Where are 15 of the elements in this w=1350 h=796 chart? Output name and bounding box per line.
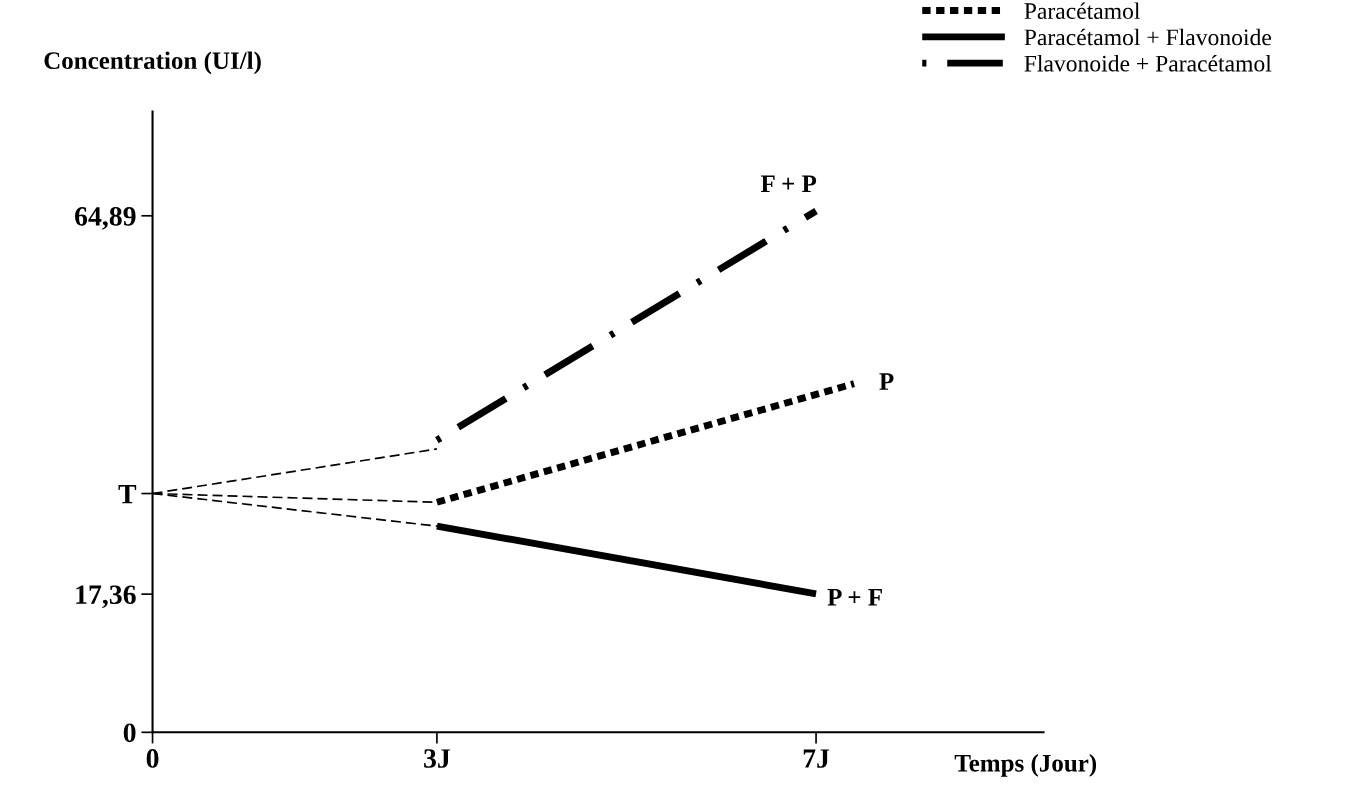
y-axis-title: Concentration (UI/l) [44,51,261,75]
legend-label: Flavonoide + Paracétamol [1024,54,1272,72]
x-tick-label: 7J [803,749,830,768]
annotation: P + F [827,589,882,606]
annotation: F + P [760,175,817,192]
y-tick-label: 64,89 [75,206,136,230]
annotation: P [879,373,894,390]
x-tick-label: 0 [146,749,159,768]
x-axis-title: Temps (Jour) [954,754,1097,777]
y-tick-label: 0 [123,723,136,743]
legend-label: Paracétamol [1024,2,1140,20]
y-tick-label: 17,36 [76,585,136,609]
x-tick-label: 3J [424,749,451,768]
y-tick-label: T [118,484,137,504]
legend-label: Paracétamol + Flavonoide [1024,28,1271,46]
